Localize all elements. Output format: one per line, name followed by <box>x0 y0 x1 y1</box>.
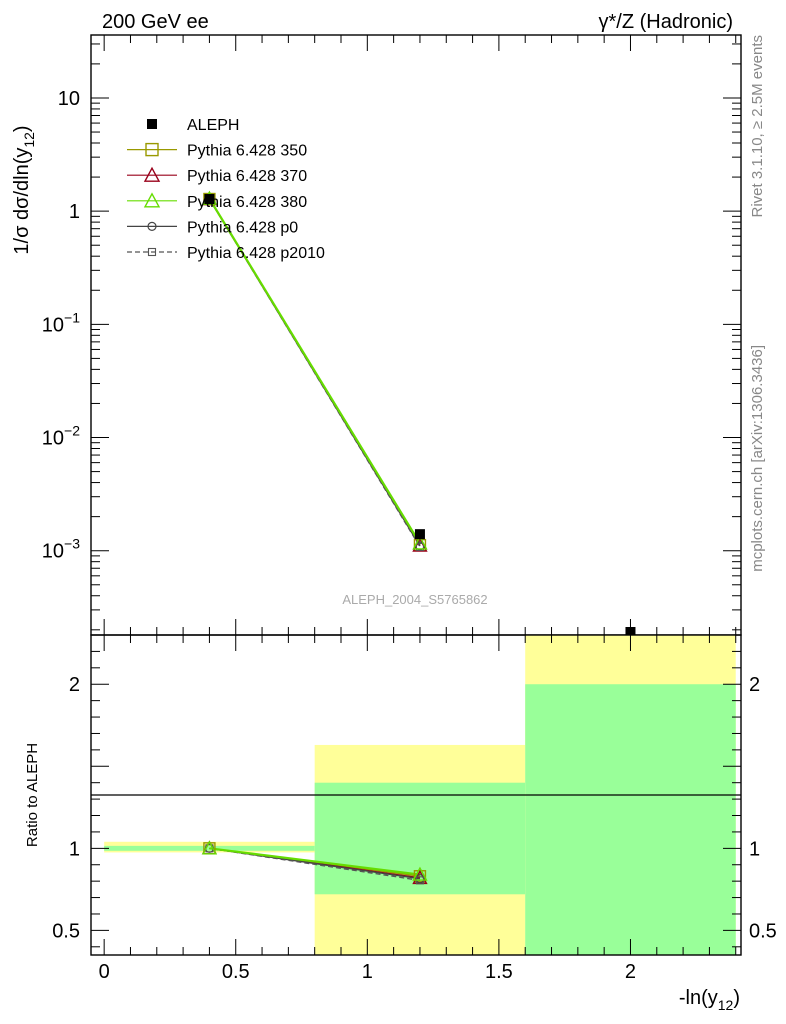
y-tick-label: 10−2 <box>42 423 80 450</box>
main-series-lines <box>208 198 421 548</box>
ratio-y-tick-label-left: 0.5 <box>52 920 80 942</box>
legend-entry-pythia-6-428-370: Pythia 6.428 370 <box>127 166 307 185</box>
ratio-point-pythia-6-428-380-1 <box>412 866 428 881</box>
legend-label: Pythia 6.428 370 <box>187 168 307 185</box>
x-tick-label: 2 <box>625 961 636 983</box>
legend-label: Pythia 6.428 350 <box>187 143 307 160</box>
legend-marker <box>147 119 157 129</box>
x-axis-label: -ln(y12) <box>679 987 740 1013</box>
legend-label: Pythia 6.428 p2010 <box>187 245 325 262</box>
data-point-aleph-0 <box>204 194 215 205</box>
main-y-axis-label: 1/σ dσ/dln(y12) <box>11 125 37 254</box>
data-point-pythia-6-428-380-1 <box>412 535 428 550</box>
x-tick-label: 0 <box>99 961 110 983</box>
legend-marker <box>147 247 157 257</box>
legend: ALEPH Pythia 6.428 350 Pythia 6.428 370 Pyt… <box>127 117 325 262</box>
ratio-y-tick-label-right: 0.5 <box>749 920 777 942</box>
legend-marker <box>147 221 157 231</box>
x-tick-label: 0.5 <box>222 961 250 983</box>
legend-marker <box>145 142 159 157</box>
ratio-series-lines <box>209 847 421 882</box>
ratio-y-axis-label: Ratio to ALEPH <box>24 743 41 847</box>
y-tick-label: 1 <box>69 201 80 223</box>
data-point-pythia-6-428-p2010-1 <box>415 542 424 551</box>
main-panel: ALEPH_2004_S5765862 10 1 10−1 10−2 10−3 ALEP… <box>42 34 742 637</box>
header-right: γ*/Z (Hadronic) <box>599 11 733 33</box>
y-tick-label: 10−1 <box>42 309 80 336</box>
ratio-line-pythia-6-428-380 <box>209 847 421 876</box>
header-left: 200 GeV ee <box>102 11 209 33</box>
x-ticks: 0 0.5 1 1.5 2 <box>99 35 737 983</box>
legend-marker <box>143 192 161 208</box>
analysis-watermark: ALEPH_2004_S5765862 <box>342 592 487 607</box>
mcplots-label: mcplots.cern.ch [arXiv:1306.3436] <box>749 345 766 572</box>
main-y-ticks: 10 1 10−1 10−2 10−3 <box>42 43 741 631</box>
rivet-version-label: Rivet 3.1.10, ≥ 2.5M events <box>749 35 766 218</box>
ratio-y-tick-label-left: 2 <box>69 674 80 696</box>
legend-label: ALEPH <box>187 117 239 134</box>
ratio-y-ticks: 2 2 1 1 0.5 0.5 <box>52 634 777 948</box>
ratio-y-tick-label-right: 2 <box>749 674 760 696</box>
legend-entry-pythia-6-428-350: Pythia 6.428 350 <box>127 143 307 160</box>
legend-entry-pythia-6-428-p0: Pythia 6.428 p0 <box>127 219 298 236</box>
legend-entry-pythia-6-428-p2010: Pythia 6.428 p2010 <box>127 245 325 262</box>
stat-uncertainty-band <box>525 684 736 955</box>
data-point-aleph-1 <box>414 529 425 540</box>
x-tick-label: 1.5 <box>485 961 513 983</box>
ratio-frame <box>90 634 742 956</box>
series-line-pythia-6-428-380 <box>208 198 421 544</box>
y-tick-label: 10−3 <box>42 536 80 563</box>
ratio-y-tick-label-left: 1 <box>69 838 80 860</box>
ratio-series-markers <box>201 840 428 885</box>
y-tick-label: 10 <box>58 88 80 110</box>
ratio-panel: 2 2 1 1 0.5 0.5 0 0.5 1 1.5 2 <box>52 35 777 983</box>
legend-entry-aleph: ALEPH <box>147 117 239 134</box>
legend-label: Pythia 6.428 380 <box>187 194 307 211</box>
x-tick-label: 1 <box>362 961 373 983</box>
legend-entry-pythia-6-428-380: Pythia 6.428 380 <box>127 192 307 211</box>
ratio-point-pythia-6-428-380-0 <box>201 840 218 855</box>
legend-label: Pythia 6.428 p0 <box>187 219 298 236</box>
legend-marker <box>143 166 161 182</box>
ratio-y-tick-label-right: 1 <box>749 838 760 860</box>
